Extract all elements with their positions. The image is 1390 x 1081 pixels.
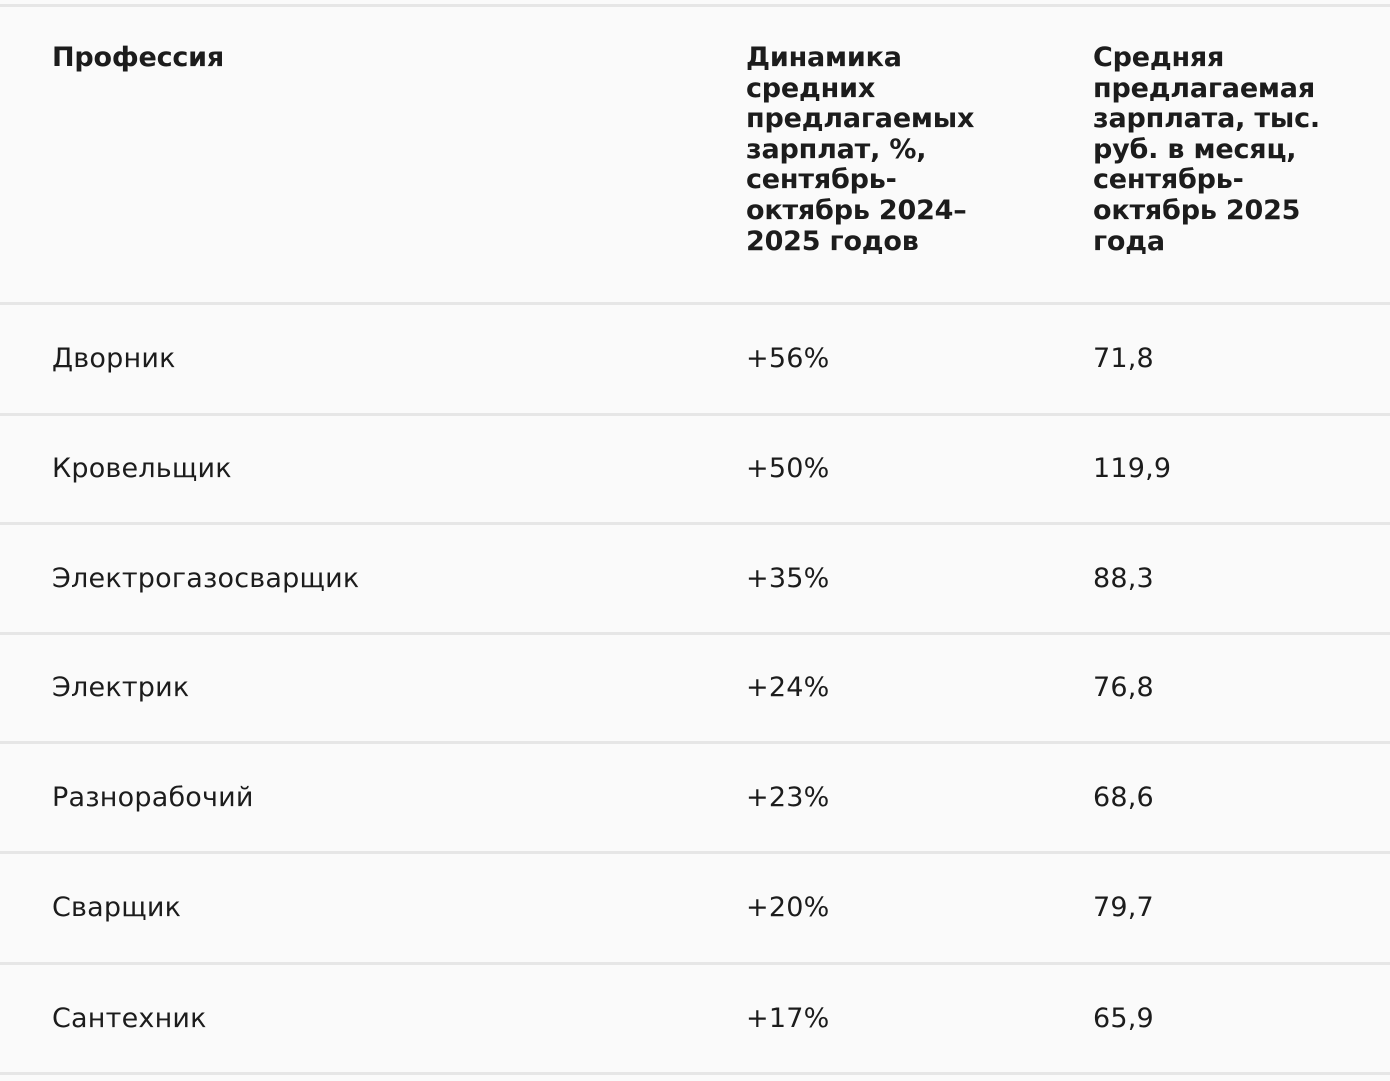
table-row: Дворник +56% 71,8 — [0, 305, 1390, 416]
table-row: Кровельщик +50% 119,9 — [0, 416, 1390, 525]
cell-profession: Сантехник — [52, 1002, 207, 1034]
cell-average-salary: 79,7 — [1093, 892, 1154, 923]
cell-salary-change: +24% — [746, 672, 830, 703]
cell-profession: Дворник — [52, 343, 176, 374]
cell-average-salary: 65,9 — [1093, 1002, 1154, 1034]
cell-average-salary: 68,6 — [1093, 781, 1154, 813]
cell-salary-change: +23% — [746, 781, 830, 813]
column-header-profession: Профессия — [52, 42, 225, 73]
table-top-border — [0, 4, 1390, 7]
table-row: Электрогазосварщик +35% 88,3 — [0, 525, 1390, 635]
cell-average-salary: 76,8 — [1093, 672, 1154, 703]
table-row: Сантехник +17% 65,9 — [0, 965, 1390, 1075]
cell-profession: Кровельщик — [52, 453, 232, 484]
column-header-average-salary: Средняя предлагаемая зарплата, тыс. руб.… — [1093, 42, 1320, 257]
cell-profession: Электрогазосварщик — [52, 562, 360, 594]
cell-average-salary: 88,3 — [1093, 562, 1154, 594]
table-row: Разнорабочий +23% 68,6 — [0, 744, 1390, 854]
column-header-salary-change: Динамика средних предлагаемых зарплат, %… — [746, 42, 975, 257]
cell-profession: Разнорабочий — [52, 781, 254, 813]
table-row: Электрик +24% 76,8 — [0, 635, 1390, 744]
table-header-row: Профессия Динамика средних предлагаемых … — [0, 7, 1390, 305]
cell-profession: Электрик — [52, 672, 190, 703]
cell-salary-change: +20% — [746, 892, 830, 923]
table-row: Сварщик +20% 79,7 — [0, 854, 1390, 965]
cell-profession: Сварщик — [52, 892, 182, 923]
cell-salary-change: +35% — [746, 562, 830, 594]
cell-average-salary: 119,9 — [1093, 453, 1172, 484]
cell-average-salary: 71,8 — [1093, 343, 1154, 374]
cell-salary-change: +17% — [746, 1002, 830, 1034]
cell-salary-change: +56% — [746, 343, 830, 374]
cell-salary-change: +50% — [746, 453, 830, 484]
